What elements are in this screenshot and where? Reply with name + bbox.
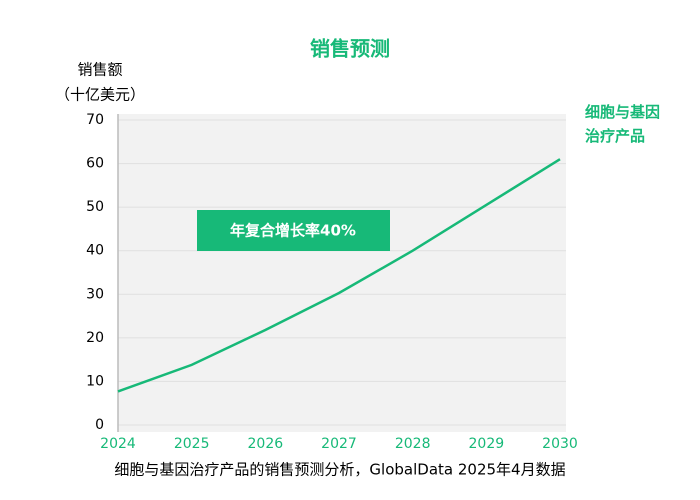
y-tick-label: 60 bbox=[86, 156, 104, 172]
y-tick-label: 40 bbox=[86, 243, 104, 259]
y-tick-label: 70 bbox=[86, 112, 104, 128]
y-tick-label: 0 bbox=[95, 417, 104, 433]
y-tick-label: 50 bbox=[86, 199, 104, 215]
annotation: 年复合增长率40% bbox=[230, 222, 356, 240]
x-tick-label: 2026 bbox=[248, 436, 284, 452]
x-tick-label: 2024 bbox=[100, 436, 136, 452]
y-tick-label: 10 bbox=[86, 373, 104, 389]
y-axis-label: 销售额 bbox=[77, 61, 122, 79]
annotation-box bbox=[197, 210, 390, 251]
data-line bbox=[117, 158, 561, 393]
x-tick-label: 2028 bbox=[395, 436, 431, 452]
y-tick-label: 30 bbox=[86, 286, 104, 302]
legend-entry: 细胞与基因治疗产品 bbox=[585, 103, 661, 145]
plot-area bbox=[118, 114, 566, 432]
x-tick-label: 2025 bbox=[174, 436, 210, 452]
source-note: 细胞与基因治疗产品的销售预测分析，GlobalData 2025年4月数据 bbox=[114, 461, 565, 479]
x-tick-label: 2030 bbox=[542, 436, 578, 452]
x-tick-label: 2029 bbox=[469, 436, 505, 452]
x-tick-label: 2027 bbox=[321, 436, 357, 452]
y-axis-label: （十亿美元） bbox=[55, 86, 145, 104]
chart-title: 销售预测 bbox=[310, 37, 390, 61]
y-tick-label: 20 bbox=[86, 330, 104, 346]
